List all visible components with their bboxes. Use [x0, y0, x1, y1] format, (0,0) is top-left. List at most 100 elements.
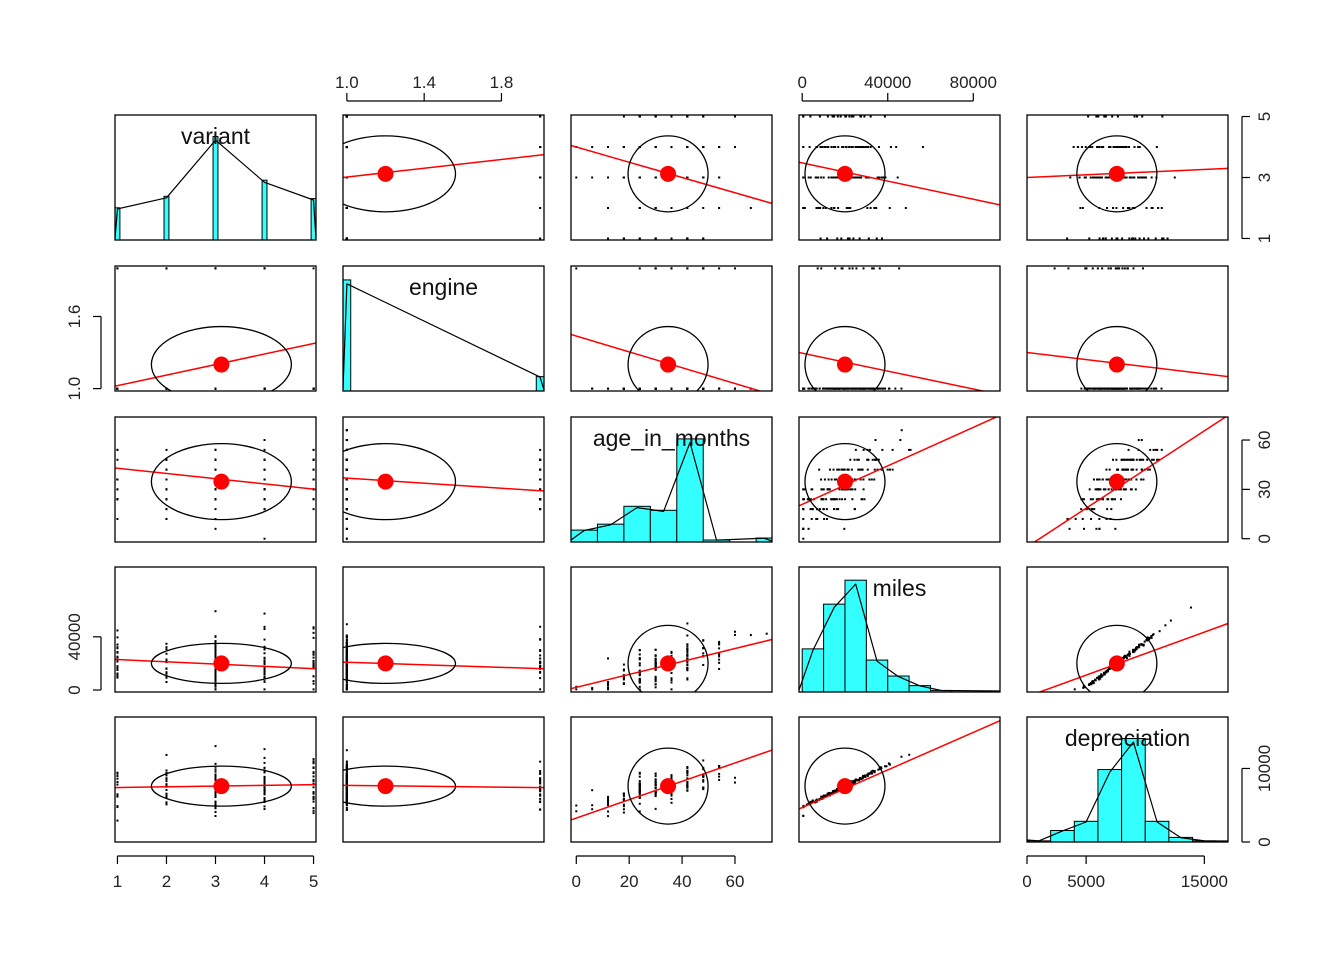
histogram-bar [649, 509, 678, 542]
data-point [802, 537, 805, 540]
data-point [686, 146, 689, 149]
data-point [1098, 176, 1101, 179]
regression-line [799, 719, 1000, 810]
data-point [638, 648, 641, 651]
panel-frame [1026, 566, 1229, 693]
panel-engine-vs-miles [799, 267, 987, 391]
data-point [654, 676, 657, 679]
data-point [1090, 517, 1093, 520]
data-point [345, 769, 348, 772]
density-curve [571, 441, 772, 542]
data-point [607, 684, 610, 687]
data-point [214, 688, 217, 691]
regression-line [343, 784, 544, 789]
data-point [1132, 650, 1135, 653]
variable-label-variant: variant [181, 123, 251, 149]
panel-frame [342, 416, 545, 543]
data-point [1154, 387, 1157, 390]
data-point [263, 785, 266, 788]
data-point [654, 665, 657, 668]
data-point [873, 468, 876, 471]
mean-point [377, 473, 394, 490]
data-point [1106, 176, 1109, 179]
data-point [807, 527, 810, 530]
data-point [1137, 176, 1140, 179]
data-point [345, 478, 348, 481]
data-point [263, 761, 266, 764]
confidence-ellipse [804, 135, 886, 213]
data-point [1083, 387, 1086, 390]
data-point [815, 517, 818, 520]
data-point [654, 648, 657, 651]
data-point [539, 794, 542, 797]
data-point [1138, 387, 1141, 390]
data-point [900, 429, 903, 432]
data-point [345, 669, 348, 672]
data-point [165, 783, 168, 786]
data-point [345, 771, 348, 774]
data-point [1094, 176, 1097, 179]
data-point [702, 115, 705, 118]
data-point [881, 237, 884, 240]
data-point [855, 387, 858, 390]
tick-label: 1.6 [65, 305, 84, 329]
panel-engine-vs-depreciation [1027, 267, 1228, 391]
data-point [1136, 115, 1139, 118]
data-point [165, 680, 168, 683]
data-point [1125, 176, 1128, 179]
data-point [1088, 683, 1091, 686]
data-point [638, 788, 641, 791]
data-point [1126, 458, 1129, 461]
data-point [702, 146, 705, 149]
data-point [539, 115, 542, 118]
data-point [654, 662, 657, 665]
tick-label: 40000 [864, 73, 911, 92]
data-point [873, 771, 876, 774]
data-point [1135, 468, 1138, 471]
data-point [345, 636, 348, 639]
data-point [1096, 146, 1099, 149]
regression-line [343, 477, 544, 492]
data-point [1084, 176, 1087, 179]
data-point [539, 498, 542, 501]
data-point [263, 793, 266, 796]
data-point [848, 267, 851, 270]
data-point [686, 643, 689, 646]
data-point [263, 680, 266, 683]
tick-label: 0 [65, 685, 84, 694]
variable-label-miles: miles [873, 575, 927, 601]
data-point [1133, 176, 1136, 179]
data-point [670, 267, 673, 270]
data-point [116, 488, 119, 491]
data-point [539, 657, 542, 660]
data-point [1103, 672, 1106, 675]
mean-point [213, 473, 230, 490]
data-point [870, 478, 873, 481]
data-point [345, 799, 348, 802]
data-point [670, 206, 673, 209]
data-point [116, 806, 119, 809]
data-point [1118, 488, 1121, 491]
density-curve [1027, 741, 1228, 842]
panel-frame [114, 716, 317, 843]
tick-label: 10000 [1255, 745, 1274, 792]
data-point [345, 790, 348, 793]
data-point [826, 146, 829, 149]
data-point [1128, 206, 1131, 209]
data-point [702, 775, 705, 778]
data-point [1082, 498, 1085, 501]
data-point [214, 646, 217, 649]
data-point [838, 498, 841, 501]
data-point [214, 468, 217, 471]
data-point [312, 660, 315, 663]
data-point [116, 387, 119, 390]
panel-variant-vs-variant [115, 136, 316, 240]
mean-point [1108, 655, 1125, 672]
panel-frame [1026, 716, 1229, 843]
data-point [904, 206, 907, 209]
data-point [345, 777, 348, 780]
data-point [345, 681, 348, 684]
data-point [1166, 237, 1169, 240]
data-point [622, 668, 625, 671]
data-point [843, 527, 846, 530]
